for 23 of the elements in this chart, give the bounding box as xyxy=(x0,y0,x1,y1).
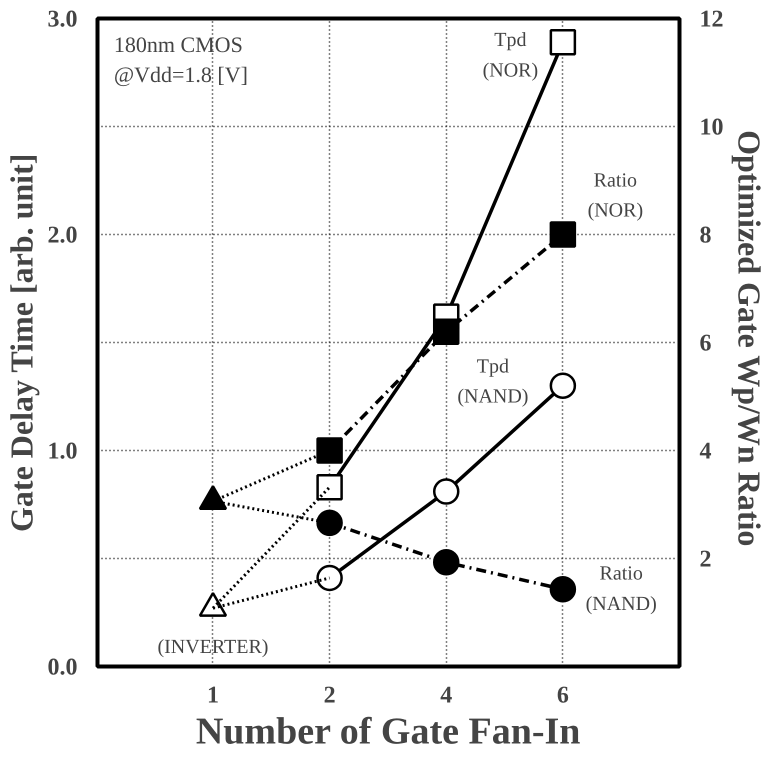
y-tick-label: 0.0 xyxy=(48,654,78,680)
y2-tick-label: 6 xyxy=(700,330,712,356)
y2-axis-title: Optimized Gate Wp/Wn Ratio xyxy=(732,130,768,546)
y2-tick-label: 2 xyxy=(700,546,712,572)
annotation: Ratio (NAND) xyxy=(586,562,657,615)
y2-tick-label: 4 xyxy=(700,438,712,464)
x-tick-label: 1 xyxy=(206,682,219,708)
annotation: 180nm CMOS @Vdd=1.8 [V] xyxy=(114,32,248,88)
y-tick-label: 2.0 xyxy=(48,222,78,248)
x-tick-label: 2 xyxy=(324,682,336,708)
x-axis-title: Number of Gate Fan-In xyxy=(196,710,580,752)
y-tick-label: 3.0 xyxy=(48,6,78,32)
y2-tick-label: 8 xyxy=(700,222,712,248)
annotation: Tpd (NAND) xyxy=(457,355,528,408)
x-tick-label: 6 xyxy=(556,682,569,708)
y-tick-label: 1.0 xyxy=(48,438,78,464)
annotation: (INVERTER) xyxy=(157,636,268,658)
y-axis-title: Gate Delay Time [arb. unit] xyxy=(4,154,40,532)
y2-tick-label: 12 xyxy=(700,6,724,32)
y2-tick-label: 10 xyxy=(700,114,724,140)
annotation: Ratio (NOR) xyxy=(588,170,644,222)
x-tick-label: 4 xyxy=(440,682,452,708)
annotation: Tpd (NOR) xyxy=(482,29,538,82)
